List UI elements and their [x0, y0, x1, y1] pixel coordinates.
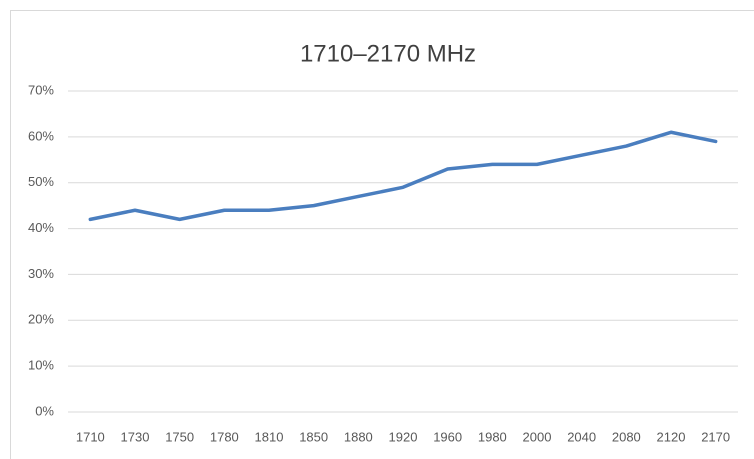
chart-border: [10, 10, 754, 459]
x-tick-label: 2000: [523, 429, 552, 444]
x-tick-label: 1810: [255, 429, 284, 444]
x-tick-label: 2170: [701, 429, 730, 444]
y-tick-label: 70%: [28, 82, 54, 97]
x-tick-label: 1710: [76, 429, 105, 444]
y-tick-label: 30%: [28, 266, 54, 281]
x-tick-label: 1750: [165, 429, 194, 444]
y-tick-label: 50%: [28, 174, 54, 189]
y-tick-label: 10%: [28, 358, 54, 373]
chart-title: 1710–2170 MHz: [300, 40, 476, 67]
x-tick-label: 1850: [299, 429, 328, 444]
x-tick-label: 2040: [567, 429, 596, 444]
x-tick-label: 1960: [433, 429, 462, 444]
data-line: [88, 130, 718, 222]
y-tick-label: 60%: [28, 128, 54, 143]
x-tick-label: 1920: [389, 429, 418, 444]
y-tick-label: 40%: [28, 220, 54, 235]
x-tick-label: 1880: [344, 429, 373, 444]
x-tick-label: 1780: [210, 429, 239, 444]
x-tick-label: 1730: [121, 429, 150, 444]
x-tick-label: 2080: [612, 429, 641, 444]
y-tick-label: 0%: [35, 403, 54, 418]
y-tick-label: 20%: [28, 312, 54, 327]
x-tick-label: 2120: [657, 429, 686, 444]
x-tick-label: 1980: [478, 429, 507, 444]
